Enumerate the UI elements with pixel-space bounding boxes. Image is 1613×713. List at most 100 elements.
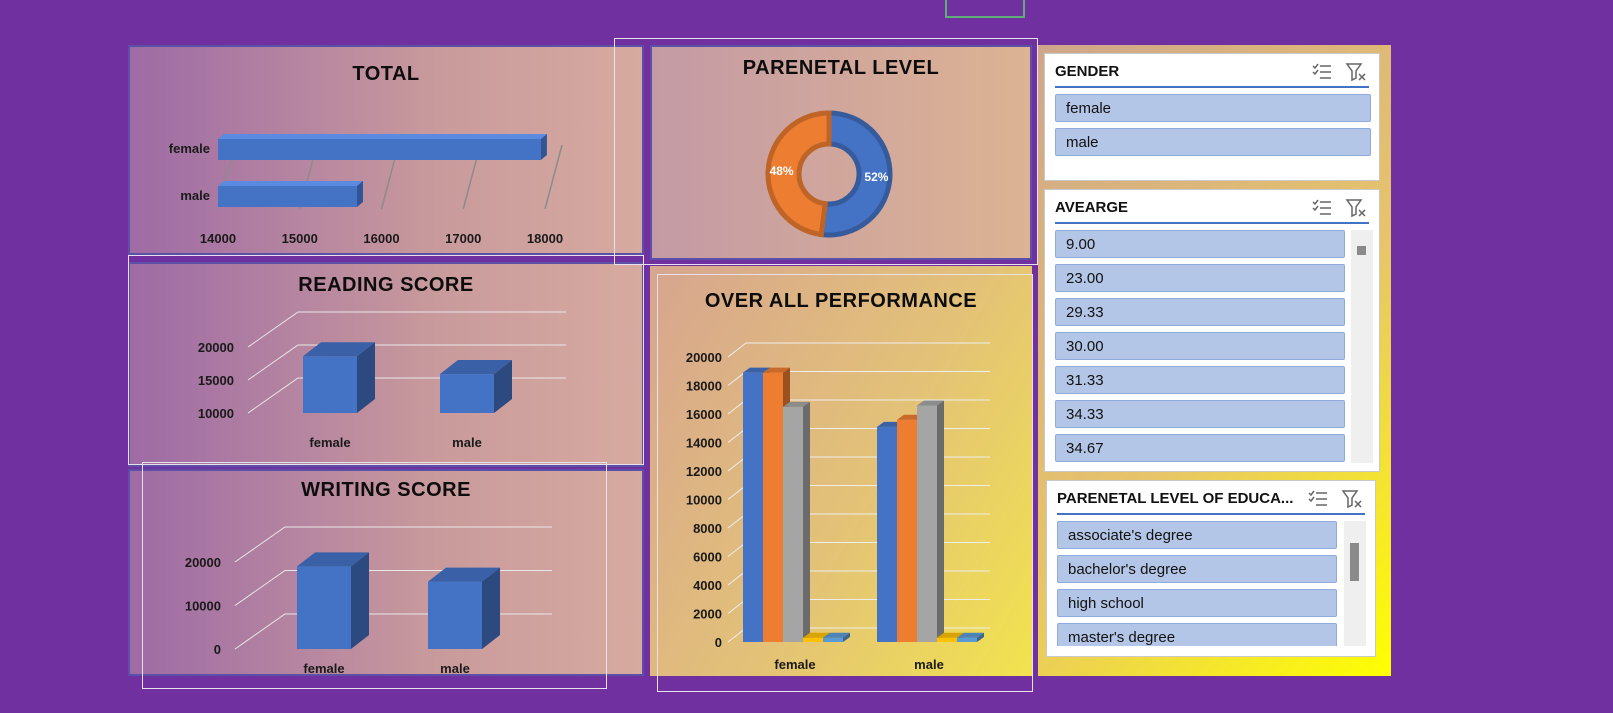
total-chart-plot: 14000 15000 16000 17000 18000 female male: [169, 134, 563, 246]
reading-score-title: READING SCORE: [298, 274, 474, 296]
average-item[interactable]: 34.67: [1055, 434, 1345, 462]
y-tick-label: 15000: [198, 373, 234, 388]
parental-education-item[interactable]: master's degree: [1057, 623, 1337, 646]
x-tick-label: 15000: [282, 231, 318, 246]
gender-slicer-header: GENDER: [1055, 60, 1369, 88]
bar-male: [440, 360, 512, 413]
y-tick-label: 16000: [686, 407, 722, 422]
gridline: [234, 570, 552, 606]
writing-score-chart[interactable]: WRITING SCORE 20000 10000 0 female male: [128, 469, 644, 676]
total-chart[interactable]: TOTAL 14000 15000 16000 17000 18000 female mal…: [128, 45, 644, 255]
multi-select-icon[interactable]: [1307, 488, 1329, 510]
x-tick-label: 17000: [445, 231, 481, 246]
gridline: [544, 144, 563, 210]
y-tick-label: 20000: [198, 340, 234, 355]
category-label: female: [303, 661, 344, 676]
multi-select-icon[interactable]: [1311, 197, 1333, 219]
clear-filter-icon[interactable]: [1345, 61, 1367, 83]
clear-filter-icon[interactable]: [1345, 197, 1367, 219]
y-tick-label: 20000: [185, 555, 221, 570]
parental-education-slicer-header: PARENETAL LEVEL OF EDUCA...: [1057, 487, 1365, 515]
y-tick-label: 18000: [686, 379, 722, 394]
category-label: male: [914, 657, 944, 672]
x-tick-label: 16000: [363, 231, 399, 246]
parental-education-item[interactable]: associate's degree: [1057, 521, 1337, 549]
y-tick-label: 8000: [693, 521, 722, 536]
donut-slice: [818, 110, 893, 238]
gridline: [234, 613, 552, 650]
average-item[interactable]: 34.33: [1055, 400, 1345, 428]
x-tick-label: 18000: [527, 231, 563, 246]
category-label: female: [309, 435, 350, 450]
selected-cell[interactable]: [945, 0, 1025, 18]
y-tick-label: 20000: [686, 350, 722, 365]
gridline: [247, 344, 566, 381]
average-item[interactable]: 23.00: [1055, 264, 1345, 292]
parental-education-slicer[interactable]: PARENETAL LEVEL OF EDUCA... associate's …: [1046, 480, 1376, 657]
bar-male: [428, 567, 500, 649]
y-tick-label: 12000: [686, 464, 722, 479]
parental-level-chart[interactable]: PARENETAL LEVEL 52% 48%: [650, 45, 1032, 260]
gender-item-female[interactable]: female: [1055, 94, 1371, 122]
gridline: [727, 342, 990, 358]
parental-education-list: associate's degree bachelor's degree hig…: [1047, 518, 1377, 646]
gridline: [247, 377, 566, 414]
category-label: female: [774, 657, 815, 672]
parental-level-donut: 52% 48%: [765, 110, 893, 238]
overall-performance-title: OVER ALL PERFORMANCE: [704, 290, 978, 312]
parental-education-item[interactable]: high school: [1057, 589, 1337, 617]
donut-data-label: 52%: [864, 170, 888, 184]
y-tick-label: 2000: [693, 607, 722, 622]
clear-filter-icon[interactable]: [1341, 488, 1363, 510]
average-slicer-title: AVEARGE: [1055, 199, 1129, 216]
bar-male-series-3: [917, 400, 944, 642]
bar-female-series-5: [823, 632, 850, 642]
x-tick-label: 14000: [200, 231, 236, 246]
y-tick-label: 6000: [693, 550, 722, 565]
y-tick-label: 10000: [686, 493, 722, 508]
total-chart-title: TOTAL: [352, 63, 420, 85]
gridline: [247, 311, 566, 348]
bar-male: [218, 181, 363, 207]
y-tick-label: 10000: [198, 406, 234, 421]
bar-female: [303, 342, 375, 413]
y-tick-label: 14000: [686, 436, 722, 451]
bar-female: [218, 134, 547, 160]
parental-level-title: PARENETAL LEVEL: [742, 57, 940, 79]
reading-score-chart[interactable]: READING SCORE 20000 15000 10000 female male: [128, 262, 644, 467]
parental-education-item[interactable]: bachelor's degree: [1057, 555, 1337, 583]
gender-slicer-title: GENDER: [1055, 63, 1120, 80]
category-label: female: [169, 141, 210, 156]
donut-slice: [765, 110, 832, 238]
category-label: male: [452, 435, 482, 450]
donut-data-label: 48%: [770, 164, 794, 178]
average-slicer-list: 9.00 23.00 29.33 30.00 31.33 34.33 34.67: [1045, 227, 1381, 467]
average-slicer[interactable]: AVEARGE 9.00 23.00 29.33 30.00 31.33 34.…: [1044, 189, 1380, 472]
bar-female-series-3: [783, 401, 810, 642]
average-item[interactable]: 30.00: [1055, 332, 1345, 360]
average-item[interactable]: 9.00: [1055, 230, 1345, 258]
reading-score-plot: 20000 15000 10000 female male: [198, 311, 566, 450]
gender-slicer[interactable]: GENDER female male: [1044, 53, 1380, 181]
average-item[interactable]: 29.33: [1055, 298, 1345, 326]
gridline: [234, 526, 552, 563]
writing-score-plot: 20000 10000 0 female male: [185, 526, 552, 676]
multi-select-icon[interactable]: [1311, 61, 1333, 83]
average-item[interactable]: 31.33: [1055, 366, 1345, 394]
category-label: male: [440, 661, 470, 676]
parental-education-scrollbar[interactable]: [1344, 521, 1366, 646]
y-tick-label: 4000: [693, 578, 722, 593]
average-slicer-header: AVEARGE: [1055, 196, 1369, 224]
overall-performance-chart[interactable]: OVER ALL PERFORMANCE 20000 18000 16000 1400…: [650, 266, 1032, 676]
parental-education-slicer-title: PARENETAL LEVEL OF EDUCA...: [1057, 490, 1294, 507]
average-scrollbar[interactable]: [1351, 230, 1373, 463]
parental-education-scroll-thumb[interactable]: [1350, 543, 1359, 581]
y-tick-label: 0: [214, 642, 221, 657]
y-tick-label: 0: [715, 635, 722, 650]
gender-item-male[interactable]: male: [1055, 128, 1371, 156]
bar-male-series-5: [957, 632, 984, 642]
bar-female: [297, 552, 369, 649]
average-scroll-thumb[interactable]: [1357, 246, 1366, 255]
category-label: male: [180, 188, 210, 203]
y-tick-label: 10000: [185, 599, 221, 614]
